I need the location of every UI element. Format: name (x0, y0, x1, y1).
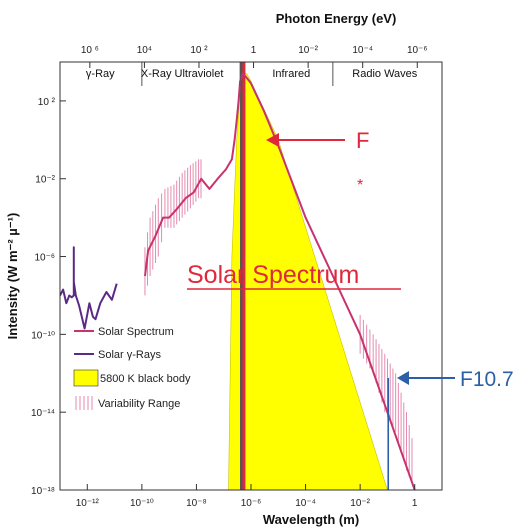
x2-tick-label: 10 ² (190, 45, 208, 56)
y-tick-label: 10⁻² (35, 175, 55, 186)
x-axis-title: Wavelength (m) (263, 512, 359, 527)
legend-label-solar-gamma-rays: Solar γ-Rays (98, 349, 161, 361)
y-tick-label: 10 ² (38, 97, 56, 108)
legend-swatch-blackbody (73, 369, 99, 387)
x2-tick-label: 10 ⁶ (81, 45, 99, 56)
y-tick-label: 10⁻⁶ (34, 253, 55, 264)
y-tick-label: 10⁻¹⁰ (31, 330, 55, 341)
x-tick-label: 10⁻⁸ (186, 498, 207, 509)
band-label: Infrared (272, 68, 310, 80)
annotation-f-arrowhead (266, 133, 279, 147)
y-axis-ticks: 10 ² 10⁻² 10⁻⁶ 10⁻¹⁰ 10⁻¹⁴ 10⁻¹⁸ (31, 97, 66, 497)
series-solar-gamma-rays (60, 246, 118, 330)
annotation-solar-spectrum-label: Solar Spectrum (187, 261, 359, 289)
series-layer (60, 72, 416, 490)
x2-tick-label: 1 (251, 45, 257, 56)
x-axis-ticks: 10⁻¹² 10⁻¹⁰ 10⁻⁸ 10⁻⁶ 10⁻⁴ 10⁻² 1 (76, 484, 418, 509)
annotation-f-label: F (356, 128, 369, 153)
annotation-asterisk: * (357, 177, 363, 194)
legend-swatch-variability (75, 396, 93, 410)
variability-range-layer (144, 159, 413, 484)
x-tick-label: 10⁻⁶ (241, 498, 262, 509)
x-tick-label: 10⁻⁴ (295, 498, 316, 509)
legend-label-blackbody: 5800 K black body (100, 373, 191, 385)
x2-axis-title: Photon Energy (eV) (276, 11, 397, 26)
band-label: Radio Waves (352, 68, 418, 80)
x2-tick-label: 10⁻² (298, 45, 318, 56)
x2-axis-ticks: 10 ⁶ 10⁴ 10 ² 1 10⁻² 10⁻⁴ 10⁻⁶ (81, 45, 428, 68)
x2-tick-label: 10⁴ (137, 45, 152, 56)
y-tick-label: 10⁻¹⁸ (31, 486, 55, 497)
x-tick-label: 10⁻¹⁰ (130, 498, 154, 509)
x2-tick-label: 10⁻⁶ (407, 45, 428, 56)
legend-label-solar-spectrum: Solar Spectrum (98, 326, 174, 338)
band-label: γ-Ray (86, 68, 115, 80)
annotation-f: F (266, 128, 369, 153)
series-solar-spectrum (144, 72, 416, 490)
x-tick-label: 1 (412, 498, 418, 509)
legend-label-variability: Variability Range (98, 398, 180, 410)
band-labels-layer: γ-Ray X-Ray Ultraviolet Infrared Radio Wave… (86, 62, 418, 86)
x-tick-label: 10⁻¹² (76, 498, 100, 509)
band-label: X-Ray Ultraviolet (141, 68, 224, 80)
y-tick-label: 10⁻¹⁴ (31, 408, 55, 419)
annotation-solar-spectrum: Solar Spectrum (187, 261, 401, 290)
annotation-f107-arrowhead (397, 371, 409, 385)
y-axis-title: Intensity (W m⁻² µ⁻¹) (5, 213, 20, 340)
annotation-f107: F10.7 (397, 368, 514, 391)
x-tick-label: 10⁻² (350, 498, 370, 509)
vertical-lines-layer (240, 62, 246, 490)
legend: Solar Spectrum Solar γ-Rays 5800 K black… (73, 326, 191, 410)
x2-tick-label: 10⁻⁴ (352, 45, 373, 56)
annotation-f107-label: F10.7 (460, 368, 514, 391)
